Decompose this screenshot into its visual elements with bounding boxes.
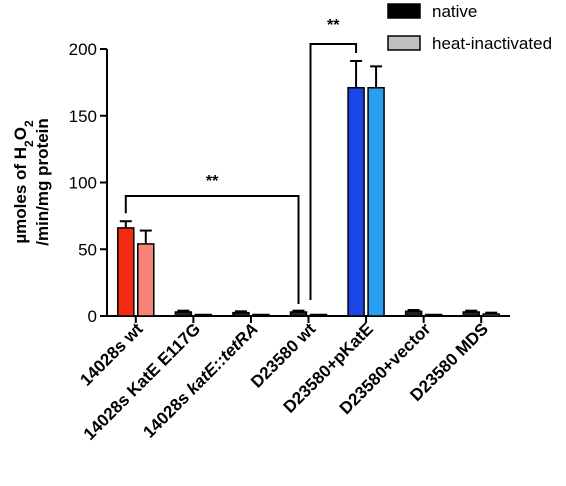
significance-bracket: [309, 43, 358, 300]
bar-native: [289, 311, 308, 317]
y-axis-title: µmoles of H2O2/min/mg protein: [11, 118, 52, 246]
legend-swatch: [387, 35, 421, 51]
bar-heat-inactivated: [424, 313, 443, 317]
y-tick-label: 200: [69, 40, 97, 59]
x-tick-label: 14028s katE::tetRA: [139, 319, 261, 441]
bar-heat-inactivated: [252, 313, 270, 317]
y-tick-label: 0: [88, 307, 97, 326]
legend-item: native: [387, 2, 477, 21]
significance-label: **: [206, 173, 219, 190]
bar-heat-inactivated: [309, 313, 328, 317]
significance-bracket: [124, 195, 300, 304]
bar-native: [117, 227, 135, 317]
bar-native: [462, 311, 480, 317]
y-tick-label: 50: [78, 240, 97, 259]
legend-label: heat-inactivated: [432, 34, 552, 53]
legend-swatch: [387, 3, 421, 19]
bar-heat-inactivated: [137, 243, 155, 317]
legend-item: heat-inactivated: [387, 34, 552, 53]
y-axis-title-line2: /min/mg protein: [33, 118, 52, 246]
bar-heat-inactivated: [194, 313, 213, 317]
significance-label: **: [327, 17, 340, 34]
legend: native heat-inactivated: [387, 2, 552, 53]
legend-label: native: [432, 2, 477, 21]
bar-heat-inactivated: [367, 86, 385, 317]
bar-native: [347, 86, 365, 317]
y-tick-label: 100: [69, 174, 97, 193]
bar-native: [232, 311, 250, 317]
bar-native: [174, 311, 193, 317]
y-axis-title-line1: µmoles of H2O2: [11, 120, 36, 244]
bar-heat-inactivated: [482, 313, 500, 317]
bar-native: [404, 310, 423, 317]
y-tick-label: 150: [69, 107, 97, 126]
